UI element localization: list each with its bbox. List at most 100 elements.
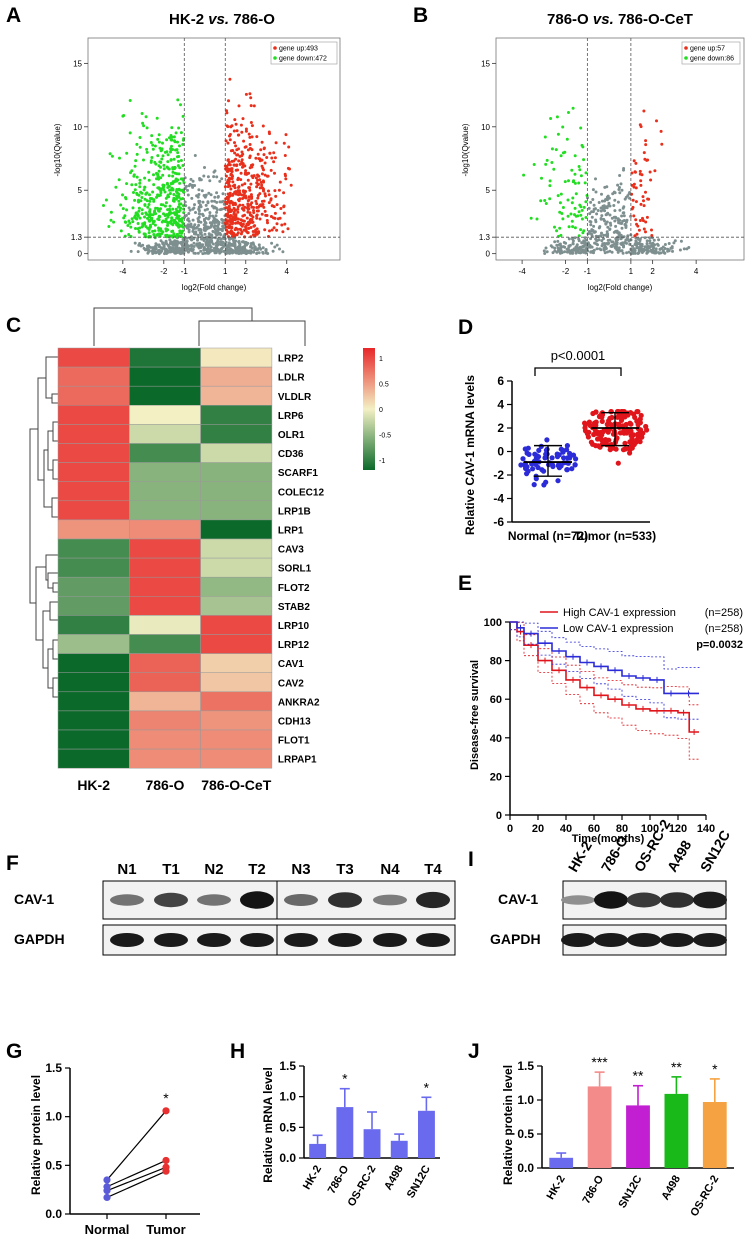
volcano-a-point-up [226, 141, 230, 145]
volcano-b-point-ns [592, 203, 596, 207]
dotplot-d-ytick-label: -6 [493, 515, 504, 529]
volcano-a-point-down [161, 173, 165, 177]
volcano-a-point-down [178, 229, 182, 233]
volcano-a-xtick-label: 2 [244, 267, 249, 276]
volcano-a-point-up [255, 206, 259, 209]
blot-f-gapdh-band [240, 933, 274, 947]
volcano-a-point-up [284, 177, 288, 181]
volcano-a-point-ns [199, 220, 203, 224]
volcano-a-point-down [169, 219, 173, 223]
blot-f-gapdh-band [416, 933, 450, 947]
dotplot-d-xlabel: Tumor (n=533) [574, 529, 656, 543]
volcano-a-point-up [230, 225, 234, 229]
volcano-a-point-up [245, 216, 249, 220]
heatmap-row-label: LRP1B [278, 506, 311, 517]
volcano-a-point-ns [189, 177, 193, 181]
volcano-b-point-ns [685, 247, 689, 251]
volcano-a-point-ns [206, 201, 210, 205]
volcano-a-point-up [263, 161, 267, 165]
volcano-a-point-ns [172, 247, 176, 251]
heatmap-cell [200, 424, 273, 444]
volcano-b-point-ns [553, 246, 557, 250]
volcano-a-point-down [174, 178, 178, 182]
volcano-a-point-down [133, 164, 137, 168]
volcano-b-point-ns [600, 192, 603, 196]
dotplot-d-point [564, 467, 570, 473]
volcano-b-point-ns [622, 167, 626, 170]
volcano-b-point-up [655, 119, 658, 123]
volcano-a-point-ns [191, 185, 195, 189]
volcano-b-point-ns [626, 238, 630, 241]
heatmap-cell [129, 653, 201, 673]
volcano-a-point-up [249, 182, 253, 186]
volcano-a-point-down [137, 230, 141, 234]
bars-j-significance: ** [671, 1059, 682, 1075]
volcano-a-point-down [141, 121, 145, 125]
volcano-a-point-down [179, 103, 182, 107]
volcano-b-point-ns [650, 250, 654, 254]
volcano-a-point-ns [171, 249, 175, 253]
volcano-a-frame [87, 37, 341, 261]
volcano-a-point-down [138, 185, 142, 189]
blot-f-cav1-band [416, 891, 450, 909]
blot-f-cav1-band [373, 894, 407, 906]
blot-i-cav1-band [693, 891, 727, 909]
volcano-b-point-ns [629, 214, 633, 218]
bars-h-plot: 1.51.00.50.0HK-2*786-OOS-RC-2 A498*SN12C [279, 1059, 440, 1209]
heatmap-cell [200, 710, 273, 731]
volcano-a-point-ns [185, 239, 189, 243]
volcano-b-point-ns [625, 241, 628, 245]
volcano-a-point-down [170, 222, 174, 226]
blot-f-cav1-band [284, 894, 318, 906]
volcano-b-point-down [540, 176, 543, 180]
volcano-a-point-ns [203, 208, 207, 212]
volcano-b-point-ns [568, 243, 572, 247]
volcano-a-point-ns [180, 246, 184, 250]
volcano-a-point-down [119, 229, 123, 233]
volcano-a-point-up [228, 207, 232, 211]
volcano-a-point-down [162, 212, 165, 216]
bars-h-significance: * [342, 1071, 348, 1087]
volcano-a-point-up [269, 215, 273, 218]
volcano-b-point-ns [567, 237, 571, 241]
volcano-a-point-up [260, 186, 264, 189]
volcano-b-point-ns [568, 250, 572, 254]
volcano-b-point-up [635, 232, 639, 236]
dotplot-d-point [539, 467, 545, 473]
blot-f-lane-label: N3 [291, 861, 310, 878]
volcano-b-point-ns [597, 201, 601, 204]
volcano-b-point-ns [610, 250, 614, 254]
blot-f-gapdh-band [197, 933, 231, 947]
bars-h-xtick-label: A498 [382, 1164, 406, 1193]
volcano-b-point-ns [606, 225, 610, 229]
volcano-a-point-down [175, 172, 179, 176]
volcano-b-point-ns [590, 232, 594, 236]
volcano-b-point-down [573, 213, 576, 217]
heatmap-cell [200, 634, 273, 654]
volcano-b-point-up [642, 227, 646, 231]
dotplot-d-ytick-label: 6 [497, 374, 504, 388]
volcano-a-ytick-label: 1.3 [71, 233, 83, 242]
volcano-b-point-ns [606, 250, 609, 254]
heatmap-row-label: CD36 [278, 449, 304, 460]
volcano-a-point-ns [219, 250, 223, 254]
volcano-a-point-up [283, 172, 287, 176]
bars-j-significance: ** [633, 1068, 644, 1084]
volcano-b-point-ns [614, 224, 618, 228]
volcano-a-point-up [240, 160, 244, 164]
volcano-a-point-ns [197, 223, 201, 227]
pairs-g-point-tumor [162, 1107, 170, 1115]
volcano-a-point-up [254, 176, 258, 180]
volcano-a-point-down [165, 181, 169, 185]
dotplot-d: p<0.0001 6 4 2 0 -2 -4 -6 Normal (n=72)Tumor (n… [463, 348, 656, 543]
volcano-a-point-up [258, 217, 262, 221]
volcano-a-point-ns [255, 247, 259, 251]
volcano-b-point-down [580, 208, 584, 212]
volcano-a-point-ns [227, 245, 231, 249]
volcano-b-point-ns [605, 242, 609, 245]
volcano-a-point-up [227, 204, 231, 208]
blot-f-lane-labels: N1 T1 N2 T2 N3 T3 N4 T4 [117, 861, 442, 878]
volcano-b-point-up [650, 228, 653, 232]
bars-h-ytick-label: 0.0 [279, 1151, 296, 1165]
volcano-a-point-ns [233, 243, 237, 247]
